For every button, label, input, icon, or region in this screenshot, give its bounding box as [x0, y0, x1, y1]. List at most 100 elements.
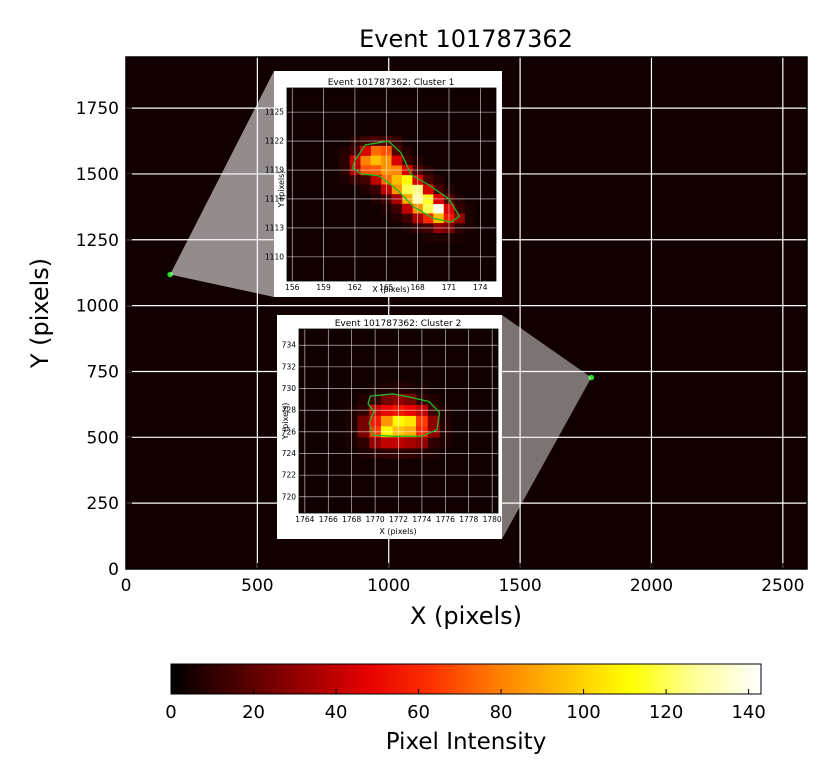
- colorbar-tick-label: 120: [649, 702, 683, 723]
- inset-2-contour: [367, 393, 441, 437]
- y-axis-label: Y (pixels): [26, 258, 54, 369]
- inset-contour-line: [367, 393, 441, 437]
- inset-x-tick-label: 1766: [319, 515, 338, 524]
- inset-2-y-ticks: 720 722 724 726 728 730 732 734: [282, 341, 297, 502]
- inset-pixel: [404, 415, 417, 427]
- colorbar-tick-label: 60: [407, 702, 430, 723]
- inset-1-x-ticks: 156 159 162 165 168 171 174: [285, 283, 488, 292]
- inset-1-y-label: Y (pixels): [277, 171, 286, 209]
- plot-frame: [125, 56, 808, 570]
- main-y-tick-label: 250: [87, 494, 119, 514]
- inset-pixel: [401, 184, 413, 195]
- main-x-tick-label: 0: [121, 576, 132, 596]
- inset-y-tick-label: 728: [282, 406, 297, 415]
- inset-1-title: Event 101787362: Cluster 1: [328, 78, 455, 88]
- main-y-tick-label: 500: [87, 428, 119, 448]
- inset-pixel: [370, 145, 382, 156]
- colorbar-label: Pixel Intensity: [386, 729, 547, 755]
- inset-x-tick-label: 174: [473, 283, 488, 292]
- inset-cluster-1: Event 101787362: Cluster 1 156 159 162 165 1…: [265, 71, 502, 297]
- y-axis-ticks: 0 250 500 750 1000 1250 1500 1750: [76, 99, 132, 580]
- inset-x-tick-label: 156: [285, 283, 300, 292]
- colorbar: 0 20 40 60 80 100 120 140 Pixel Intensity: [165, 663, 766, 755]
- inset-y-tick-label: 734: [282, 341, 297, 350]
- main-y-tick-label: 0: [108, 560, 119, 580]
- inset-2-x-label: X (pixels): [379, 527, 416, 536]
- inset-x-tick-label: 1778: [459, 515, 478, 524]
- inset-1-grid: [287, 88, 496, 281]
- inset-pixel: [422, 213, 434, 224]
- main-y-tick-label: 750: [87, 362, 119, 382]
- inset-y-tick-label: 722: [282, 471, 297, 480]
- inset-x-tick-label: 1776: [436, 515, 455, 524]
- zoom-callout-cluster-2: [502, 315, 592, 539]
- colorbar-tick-label: 40: [325, 702, 348, 723]
- inset-2-grid: [299, 329, 498, 513]
- inset-2-frame: [298, 328, 499, 514]
- main-y-tick-label: 1000: [76, 297, 119, 317]
- inset-pixel: [370, 174, 382, 185]
- colorbar-ticks: 0 20 40 60 80 100 120 140: [165, 689, 766, 723]
- main-x-tick-label: 2500: [761, 576, 804, 596]
- inset-y-tick-label: 1113: [265, 223, 284, 232]
- inset-x-tick-label: 165: [379, 283, 394, 292]
- inset-y-tick-label: 1119: [265, 166, 284, 175]
- main-y-tick-label: 1250: [76, 231, 119, 251]
- colorbar-bar: [170, 663, 762, 695]
- inset-y-tick-label: 1116: [265, 194, 284, 203]
- inset-pixel: [404, 393, 417, 406]
- inset-x-tick-label: 168: [410, 283, 425, 292]
- inset-x-tick-label: 1772: [389, 515, 408, 524]
- inset-2-y-label: Y (pixels): [281, 403, 290, 441]
- inset-pixel: [433, 213, 445, 224]
- inset-1-frame: [286, 87, 497, 282]
- main-x-tick-label: 500: [241, 576, 273, 596]
- inset-pixel: [404, 437, 417, 449]
- main-y-tick-label: 1500: [76, 165, 119, 185]
- zoom-callout-cluster-1: [170, 71, 274, 297]
- inset-pixel: [380, 437, 393, 449]
- inset-y-tick-label: 1110: [265, 252, 284, 261]
- inset-y-tick-label: 1125: [265, 108, 284, 117]
- inset-1-contour: [352, 140, 461, 223]
- inset-pixel: [401, 174, 413, 185]
- inset-pixel: [360, 155, 371, 166]
- inset-y-tick-label: 1122: [265, 137, 284, 146]
- inset-pixel: [401, 203, 413, 214]
- inset-x-tick-label: 1780: [483, 515, 502, 524]
- main-x-tick-label: 1000: [367, 576, 410, 596]
- inset-x-tick-label: 1768: [342, 515, 361, 524]
- inset-1-y-ticks: 1110 1113 1116 1119 1122 1125: [265, 108, 284, 262]
- inset-pixel: [422, 184, 434, 195]
- inset-pixel: [454, 213, 465, 224]
- inset-pixel: [380, 415, 393, 427]
- main-x-tick-label: 1500: [498, 576, 541, 596]
- inset-x-tick-label: 171: [442, 283, 457, 292]
- inset-cluster-2: Event 101787362: Cluster 2 1764 1766 1768 1…: [277, 315, 502, 539]
- inset-2-x-ticks: 1764 1766 1768 1770 1772 1774 1776 1778 1780: [295, 515, 502, 524]
- inset-x-tick-label: 1770: [366, 515, 385, 524]
- x-axis-ticks: 0 500 1000 1500 2000 2500: [121, 563, 804, 596]
- inset-pixel: [370, 155, 382, 166]
- main-y-tick-label: 1750: [76, 99, 119, 119]
- inset-pixel: [391, 155, 403, 166]
- inset-pixel: [360, 145, 371, 156]
- inset-x-tick-label: 159: [316, 283, 331, 292]
- inset-x-tick-label: 162: [348, 283, 363, 292]
- x-axis-label: X (pixels): [410, 602, 522, 630]
- cluster-point: [588, 374, 595, 381]
- inset-x-tick-label: 1774: [412, 515, 431, 524]
- inset-pixel: [391, 174, 403, 185]
- inset-y-tick-label: 732: [282, 362, 297, 371]
- colorbar-tick-label: 0: [165, 702, 176, 723]
- inset-pixel: [422, 203, 434, 214]
- inset-y-tick-label: 724: [282, 449, 297, 458]
- inset-pixel: [433, 203, 445, 214]
- inset-y-tick-label: 726: [282, 427, 297, 436]
- inset-pixel: [427, 415, 440, 427]
- inset-pixel: [380, 393, 393, 406]
- zoom-callouts: [170, 71, 592, 539]
- inset-y-tick-label: 730: [282, 384, 297, 393]
- colorbar-tick-label: 140: [731, 702, 765, 723]
